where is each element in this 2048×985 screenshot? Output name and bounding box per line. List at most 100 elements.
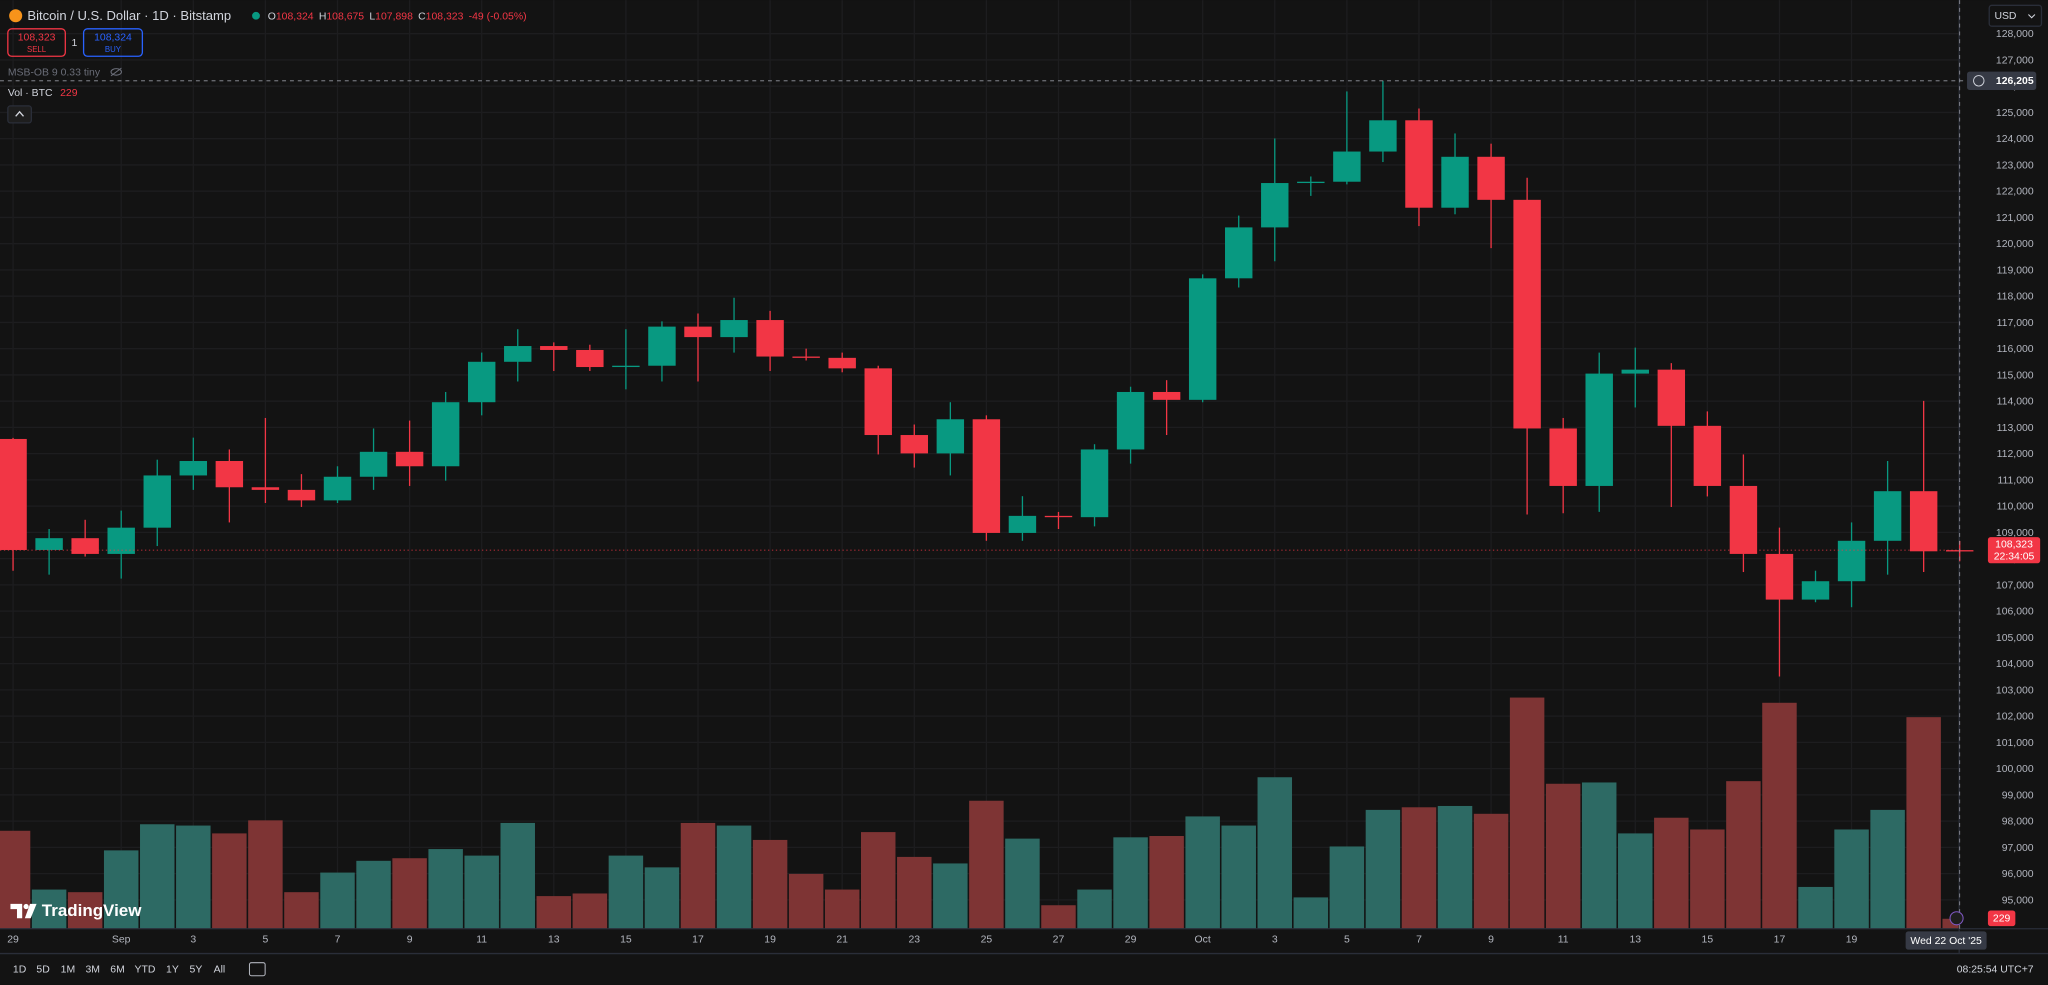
volume-bar: [67, 892, 103, 929]
volume-bar: [212, 833, 247, 929]
ohlc-key: O: [268, 11, 276, 22]
x-tick-label: 17: [692, 935, 704, 946]
candle-body: [540, 346, 568, 350]
candle-body: [1729, 485, 1758, 554]
volume-bar: [1798, 886, 1833, 929]
candle-body: [972, 419, 1001, 533]
volume-bar: [1473, 813, 1509, 929]
quantity: 1: [72, 38, 78, 49]
volume-bar: [1870, 809, 1905, 929]
candle-body: [1152, 391, 1181, 400]
candle-body: [395, 451, 424, 467]
sell-button[interactable]: 108,323 SELL: [7, 28, 66, 57]
candle-body: [1585, 373, 1613, 486]
candle-body: [1116, 391, 1145, 450]
date-range-icon[interactable]: [248, 962, 266, 977]
candle-body: [720, 320, 748, 338]
timeframe-button[interactable]: 6M: [110, 965, 125, 976]
y-tick-label: 120,000: [1996, 239, 2034, 250]
ohlc-readout: O108,324 H108,675 L107,898 C108,323 -49 (-0.…: [268, 11, 527, 22]
y-tick-label: 106,000: [1996, 607, 2034, 618]
y-tick-label: 119,000: [1997, 265, 2034, 276]
candle-body: [792, 356, 820, 358]
candle-body: [612, 365, 640, 368]
volume-bar: [1437, 805, 1473, 929]
volume-bar: [824, 889, 860, 929]
sell-box[interactable]: [7, 28, 66, 57]
ohlc-value: 108,675: [326, 11, 364, 22]
timeframe-button[interactable]: 1M: [61, 965, 76, 976]
candle-body: [576, 349, 604, 368]
candle-body: [1405, 120, 1433, 208]
x-tick-label: Sep: [112, 935, 131, 946]
candle-body: [1873, 491, 1902, 541]
timeframe-button[interactable]: 5Y: [190, 965, 203, 976]
candle-body: [0, 438, 27, 550]
timeframe-button[interactable]: 1D: [13, 965, 27, 976]
y-tick-label: 116,000: [1997, 344, 2034, 355]
y-tick-label: 123,000: [1996, 160, 2034, 171]
grid-layer: [0, 0, 1960, 929]
volume-bar: [1113, 837, 1148, 929]
timeframe-button[interactable]: YTD: [135, 965, 156, 976]
volume-bar: [0, 830, 31, 929]
volume-bar: [644, 867, 680, 929]
timeframe-button[interactable]: 5D: [36, 965, 50, 976]
volume-bar: [176, 825, 211, 929]
buy-button[interactable]: 108,324 BUY: [82, 28, 144, 57]
indicator-msb[interactable]: MSB-OB 9 0.33 tiny: [8, 67, 101, 78]
timeframe-button[interactable]: 1Y: [166, 965, 179, 976]
sell-price[interactable]: 108,323: [18, 33, 56, 44]
volume-tag-label: 229: [1993, 914, 2011, 925]
buy-price[interactable]: 108,324: [94, 33, 132, 44]
timeframe-button[interactable]: All: [214, 965, 226, 976]
volume-marker-icon: [1949, 911, 1964, 926]
currency-button[interactable]: [1988, 4, 2043, 27]
candle-body: [684, 326, 712, 338]
volume-bar: [969, 800, 1004, 929]
x-tick-label: 17: [1774, 935, 1786, 946]
y-tick-label: 124,000: [1996, 134, 2034, 145]
x-tick-label: 13: [1629, 935, 1641, 946]
volume-bar: [31, 889, 67, 929]
candle-body: [1693, 425, 1722, 486]
currency-label[interactable]: USD: [1994, 11, 2016, 22]
timeframe-button[interactable]: 3M: [85, 965, 100, 976]
crosshair-date-tag: [1905, 931, 1987, 950]
clock: 08:25:54 UTC+7: [1957, 965, 2034, 976]
sell-label[interactable]: SELL: [27, 45, 47, 54]
hide-icon[interactable]: [110, 68, 122, 76]
volume-bar: [320, 872, 355, 929]
candle-body: [287, 489, 316, 501]
buy-label[interactable]: BUY: [105, 45, 122, 54]
candle-body: [1261, 183, 1289, 228]
market-status: [252, 11, 260, 20]
candle-body: [1621, 369, 1649, 374]
x-tick-label: 13: [548, 935, 560, 946]
y-tick-label: 98,000: [2002, 817, 2034, 828]
candle-layer: [0, 80, 1974, 677]
collapse-button[interactable]: [7, 105, 32, 124]
add-alert-icon[interactable]: [1973, 75, 1985, 87]
timeframe-bar: 1D 5D 1M 3M 6M YTD 1Y 5Y All: [13, 965, 225, 976]
crosshair-price-label: 126,205: [1996, 76, 2034, 87]
volume-tag: [1987, 910, 2016, 927]
volume-bar: [1618, 833, 1653, 929]
ohlc-value: 107,898: [375, 11, 413, 22]
candle-body: [1513, 199, 1541, 429]
crosshair-date-label: Wed 22 Oct '25: [1910, 936, 1982, 947]
x-tick-label: 7: [1416, 935, 1422, 946]
x-tick-label: 19: [1846, 935, 1858, 946]
volume-bar: [572, 893, 608, 929]
volume-bar: [1654, 817, 1689, 929]
buy-box[interactable]: [82, 28, 144, 57]
volume-bar: [1906, 717, 1941, 929]
volume-bar: [1185, 816, 1220, 929]
brand-logo: [23, 903, 29, 910]
brand-name: TradingView: [42, 901, 142, 920]
brand-logo: [24, 903, 37, 919]
y-tick-label: 96,000: [2002, 869, 2034, 880]
